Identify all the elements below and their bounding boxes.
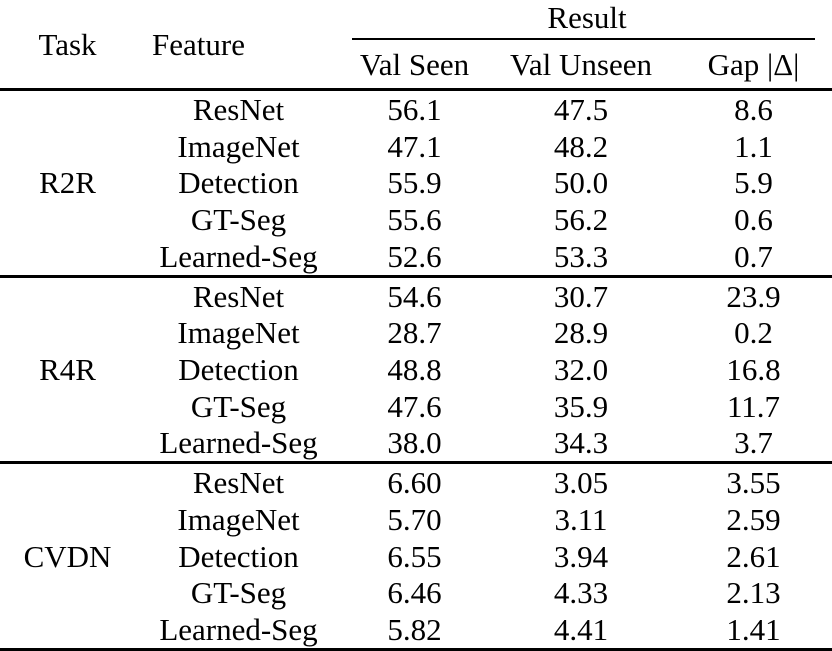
gap-cell: 8.6 <box>734 91 773 127</box>
table-row: Learned-Seg 5.82 4.41 1.41 <box>0 611 832 649</box>
gap-cell: 3.55 <box>726 465 781 501</box>
table-row: ImageNet 5.70 3.11 2.59 <box>0 501 832 538</box>
val-seen-cell: 6.46 <box>387 575 442 611</box>
val-seen-cell: 6.60 <box>387 465 442 501</box>
header-row-subcolumns: Val Seen Val Unseen Gap |Δ| <box>0 41 832 90</box>
task-group-r2r: R2R ResNet 56.1 47.5 8.6 ImageNet 47.1 4… <box>0 90 832 277</box>
gap-cell: 2.59 <box>726 501 781 537</box>
val-seen-cell: 5.82 <box>387 612 442 648</box>
val-unseen-cell: 4.33 <box>553 575 609 611</box>
gap-cell: 1.1 <box>734 128 773 164</box>
val-seen-cell: 28.7 <box>387 315 442 351</box>
val-seen-cell: 6.55 <box>387 538 442 574</box>
val-seen-cell: 54.6 <box>387 278 442 314</box>
table-row: Learned-Seg 52.6 53.3 0.7 <box>0 238 832 276</box>
val-seen-cell: 52.6 <box>387 238 442 274</box>
column-header-val-seen: Val Seen <box>359 47 470 82</box>
feature-cell: ResNet <box>192 465 285 501</box>
val-unseen-cell: 32.0 <box>553 351 609 387</box>
gap-cell: 0.6 <box>734 202 773 238</box>
gap-cell: 3.7 <box>734 425 773 461</box>
gap-cell: 11.7 <box>726 388 781 424</box>
val-unseen-cell: 48.2 <box>553 128 609 164</box>
val-unseen-cell: 56.2 <box>553 202 609 238</box>
feature-cell: GT-Seg <box>190 202 287 238</box>
table-row: ImageNet 28.7 28.9 0.2 <box>0 314 832 351</box>
feature-cell: ResNet <box>192 278 285 314</box>
column-header-task: Task <box>38 26 97 62</box>
table-row: Detection 48.8 32.0 16.8 <box>0 351 832 388</box>
table-row: GT-Seg 6.46 4.33 2.13 <box>0 575 832 612</box>
table-row: R2R ResNet 56.1 47.5 8.6 <box>0 90 832 199</box>
table-header: Task Feature Result Val Seen Val Unseen … <box>0 0 832 90</box>
table-row: ImageNet 47.1 48.2 1.1 <box>0 128 832 165</box>
gap-cell: 1.41 <box>726 612 781 648</box>
table-row: GT-Seg 55.6 56.2 0.6 <box>0 201 832 238</box>
feature-cell: Learned-Seg <box>159 238 318 274</box>
val-seen-cell: 55.9 <box>387 165 442 201</box>
feature-cell: ImageNet <box>177 501 300 537</box>
feature-cell: Detection <box>178 351 299 387</box>
val-unseen-cell: 53.3 <box>553 238 609 274</box>
gap-cell: 2.61 <box>726 538 781 574</box>
feature-cell: GT-Seg <box>190 575 287 611</box>
table-row: Detection 55.9 50.0 5.9 <box>0 164 832 201</box>
gap-cell: 5.9 <box>734 165 773 201</box>
val-seen-cell: 38.0 <box>387 425 442 461</box>
feature-cell: ResNet <box>192 91 285 127</box>
gap-cell: 16.8 <box>726 351 781 387</box>
val-unseen-cell: 30.7 <box>553 278 609 314</box>
val-unseen-cell: 28.9 <box>553 315 609 351</box>
table-row: R4R ResNet 54.6 30.7 23.9 <box>0 276 832 385</box>
task-group-cvdn: CVDN ResNet 6.60 3.05 3.55 ImageNet 5.70… <box>0 463 832 650</box>
task-label: R2R <box>39 165 96 201</box>
feature-cell: Detection <box>178 538 299 574</box>
feature-cell: Learned-Seg <box>159 425 318 461</box>
table-row: Learned-Seg 38.0 34.3 3.7 <box>0 425 832 463</box>
val-seen-cell: 55.6 <box>387 202 442 238</box>
val-unseen-cell: 3.94 <box>553 538 609 574</box>
result-spanner-label: Result <box>547 0 627 35</box>
gap-cell: 0.7 <box>734 238 773 274</box>
val-seen-cell: 47.6 <box>387 388 442 424</box>
val-unseen-cell: 47.5 <box>553 91 609 127</box>
task-label: CVDN <box>23 538 112 574</box>
val-unseen-cell: 4.41 <box>553 612 609 648</box>
val-seen-cell: 48.8 <box>387 351 442 387</box>
column-header-result: Result <box>342 0 832 41</box>
table-row: Detection 6.55 3.94 2.61 <box>0 538 832 575</box>
header-row-spanner: Task Feature Result <box>0 0 832 59</box>
val-seen-cell: 5.70 <box>387 501 442 537</box>
val-unseen-cell: 3.05 <box>553 465 609 501</box>
column-header-val-unseen: Val Unseen <box>509 47 653 82</box>
val-seen-cell: 47.1 <box>387 128 442 164</box>
val-unseen-cell: 3.11 <box>554 501 608 537</box>
table-row: CVDN ResNet 6.60 3.05 3.55 <box>0 463 832 572</box>
feature-cell: ImageNet <box>177 128 300 164</box>
feature-cell: ImageNet <box>177 315 300 351</box>
column-header-gap: Gap |Δ| <box>707 47 800 82</box>
result-spanner-rule <box>352 38 816 40</box>
feature-cell: GT-Seg <box>190 388 287 424</box>
val-unseen-cell: 34.3 <box>553 425 609 461</box>
task-group-r4r: R4R ResNet 54.6 30.7 23.9 ImageNet 28.7 … <box>0 276 832 463</box>
gap-cell: 0.2 <box>734 315 773 351</box>
gap-cell: 23.9 <box>726 278 781 314</box>
val-unseen-cell: 35.9 <box>553 388 609 424</box>
column-header-feature: Feature <box>152 26 245 62</box>
gap-cell: 2.13 <box>726 575 781 611</box>
feature-cell: Learned-Seg <box>159 612 318 648</box>
table-row: GT-Seg 47.6 35.9 11.7 <box>0 388 832 425</box>
task-label: R4R <box>39 351 96 387</box>
val-seen-cell: 56.1 <box>387 91 442 127</box>
val-unseen-cell: 50.0 <box>553 165 609 201</box>
feature-cell: Detection <box>178 165 299 201</box>
